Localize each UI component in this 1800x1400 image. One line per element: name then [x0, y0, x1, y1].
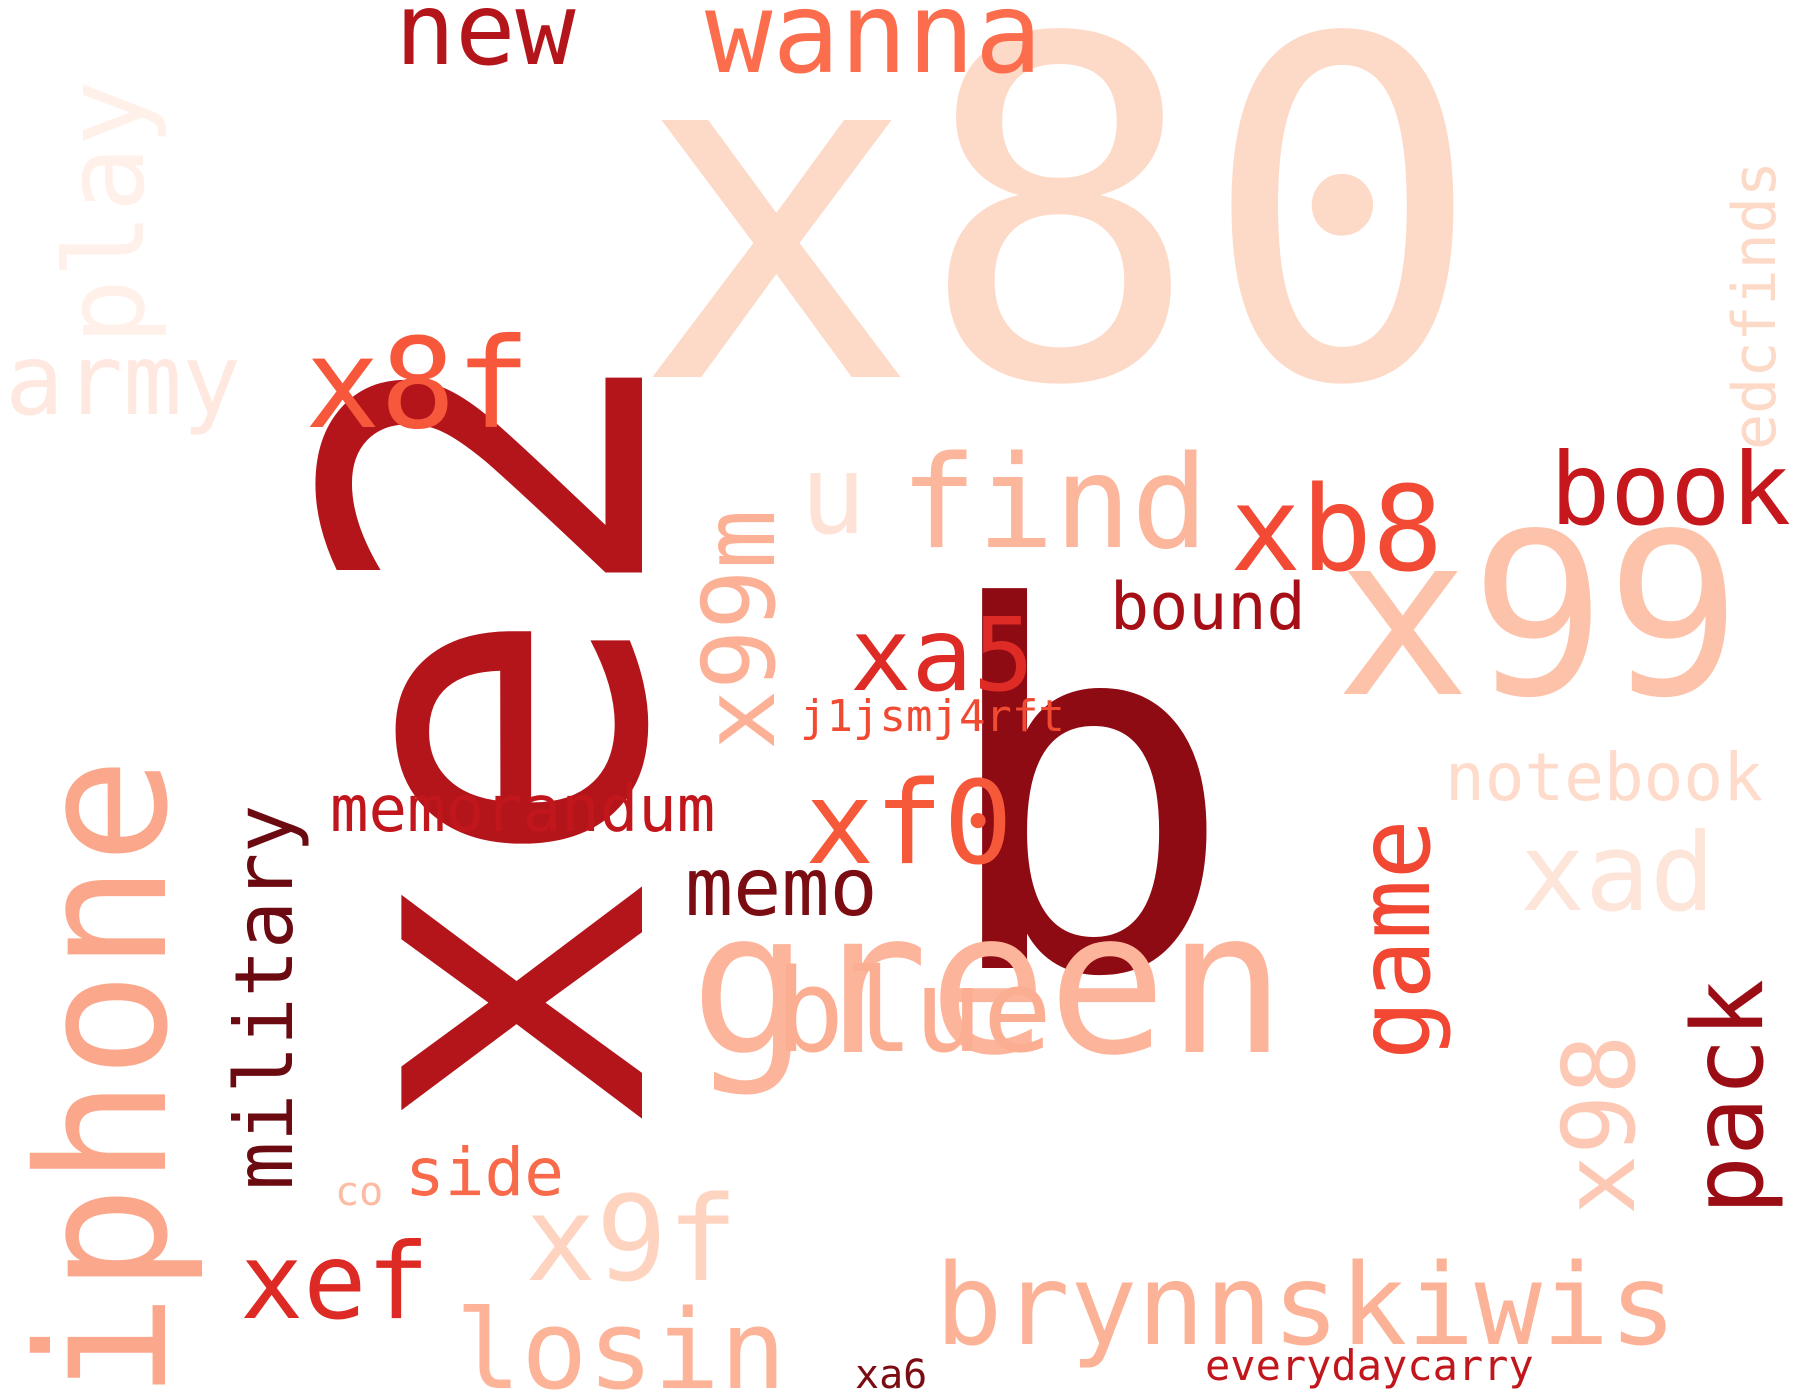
word-side: side	[405, 1134, 564, 1211]
word-find: find	[900, 429, 1209, 578]
word-xa5: xa5	[850, 596, 1035, 715]
word-x99m: x99m	[681, 509, 798, 750]
word-everydaycarry: everydaycarry	[1205, 1341, 1534, 1390]
word-military: military	[218, 804, 311, 1190]
word-xef: xef	[240, 1221, 430, 1343]
word-b: b	[935, 504, 1237, 1086]
word-green: green	[690, 868, 1287, 1099]
word-play: play	[41, 80, 169, 345]
word-xad: xad	[1520, 811, 1716, 936]
word-bound: bound	[1110, 570, 1306, 645]
word-wanna: wanna	[705, 0, 1043, 99]
word-xb8: xb8	[1230, 460, 1444, 598]
word-losin: losin	[455, 1286, 787, 1400]
word-pack: pack	[1672, 978, 1786, 1215]
word-new: new	[395, 0, 576, 88]
word-x9f: x9f	[525, 1170, 739, 1308]
word-u: u	[800, 431, 867, 559]
word-iphone: iphone	[0, 757, 207, 1400]
word-j1jsmj4rft: j1jsmj4rft	[800, 691, 1065, 742]
word-edcfinds: edcfinds	[1720, 161, 1790, 450]
word-game: game	[1336, 819, 1453, 1060]
word-xa6: xa6	[855, 1352, 928, 1398]
word-book: book	[1550, 431, 1791, 548]
word-x8f: x8f	[305, 312, 531, 457]
word-xe2: xe2	[234, 340, 746, 1135]
word-memorandum: memorandum	[330, 773, 716, 847]
word-x99: x99	[1335, 486, 1742, 748]
word-notebook: notebook	[1445, 739, 1763, 816]
word-army: army	[5, 324, 242, 438]
word-memo: memo	[685, 841, 878, 934]
word-brynnskiwis: brynnskiwis	[935, 1241, 1677, 1371]
word-xf0: xf0	[805, 757, 1013, 891]
word-co: co	[335, 1169, 384, 1215]
word-x80: x80	[635, 0, 1484, 488]
word-blue: blue	[775, 945, 1052, 1079]
word-x98: x98	[1541, 1034, 1658, 1215]
